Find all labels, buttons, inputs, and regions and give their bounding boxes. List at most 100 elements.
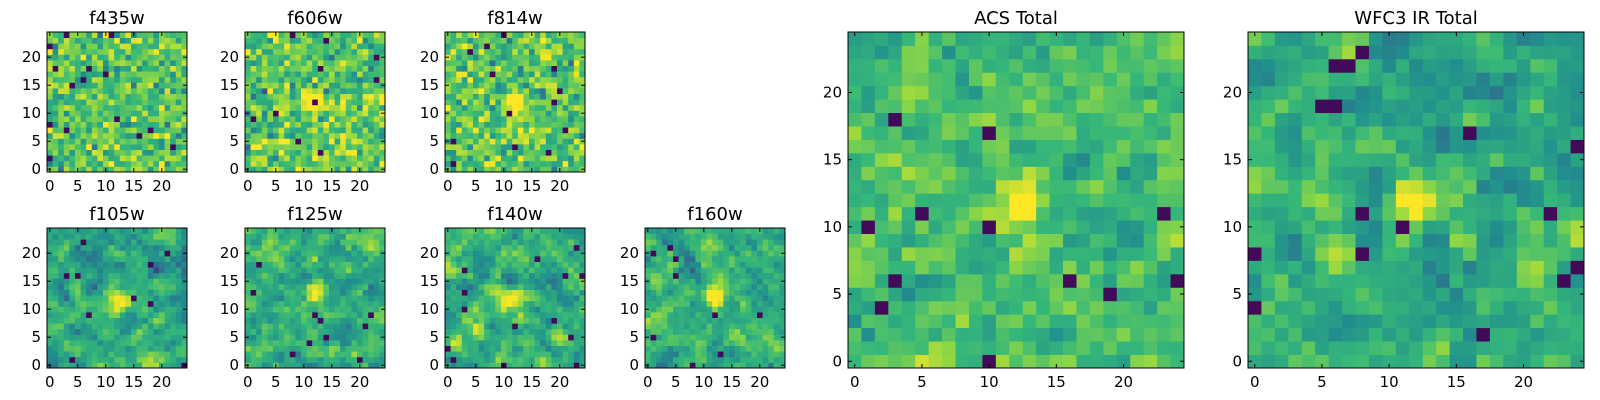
heatmap-cell — [712, 278, 719, 285]
heatmap-cell — [450, 149, 457, 156]
heatmap-cell — [478, 256, 485, 262]
heatmap-cell — [131, 121, 137, 128]
heatmap-cell — [103, 155, 109, 162]
heatmap-cell — [170, 76, 177, 83]
heatmap-cell — [1063, 354, 1077, 369]
heatmap-cell — [484, 32, 491, 38]
heatmap-cell — [329, 300, 335, 307]
heatmap-cell — [1036, 327, 1050, 342]
heatmap-cell — [362, 155, 369, 162]
heatmap-cell — [301, 65, 307, 72]
heatmap-cell — [86, 60, 93, 66]
heatmap-cell — [557, 132, 563, 139]
heatmap-cell — [317, 317, 324, 324]
heatmap-cell — [175, 239, 182, 246]
heatmap-cell — [301, 278, 307, 285]
heatmap-cell — [58, 334, 65, 341]
heatmap-cell — [278, 54, 285, 61]
heatmap-cell — [1076, 260, 1091, 275]
heatmap-cell — [656, 256, 663, 262]
heatmap-cell — [345, 110, 352, 117]
x-tick-label: 20 — [152, 177, 171, 195]
heatmap-cell — [306, 160, 313, 167]
heatmap-cell — [1036, 166, 1050, 181]
heatmap-cell — [69, 48, 76, 55]
heatmap-cell — [489, 37, 496, 44]
heatmap-cell — [345, 155, 352, 162]
heatmap-cell — [108, 356, 115, 363]
heatmap-cell — [340, 289, 347, 296]
heatmap-cell — [456, 88, 463, 94]
heatmap-cell — [267, 166, 274, 173]
heatmap-cell — [175, 261, 182, 268]
heatmap-cell — [461, 328, 468, 335]
heatmap-cell — [557, 43, 563, 50]
heatmap-cell — [97, 93, 104, 100]
heatmap-cell — [955, 247, 970, 261]
heatmap-cell — [673, 295, 679, 302]
heatmap-cell — [740, 312, 747, 318]
heatmap-cell — [473, 149, 479, 156]
heatmap-cell — [456, 82, 463, 89]
heatmap-cell — [729, 284, 735, 290]
heatmap-cell — [678, 351, 685, 358]
heatmap-cell — [473, 306, 479, 313]
heatmap-cell — [1143, 206, 1158, 221]
heatmap-cell — [888, 314, 903, 329]
heatmap-cell — [501, 306, 507, 313]
heatmap-cell — [317, 351, 324, 358]
heatmap-cell — [779, 351, 786, 358]
heatmap-cell — [729, 267, 735, 274]
heatmap-cell — [762, 239, 769, 246]
heatmap-cell — [456, 284, 463, 290]
heatmap-cell — [489, 149, 496, 156]
heatmap-cell — [131, 93, 137, 100]
heatmap-cell — [75, 138, 81, 145]
heatmap-cell — [729, 300, 735, 307]
heatmap-cell — [136, 328, 143, 335]
heatmap-cell — [757, 334, 763, 341]
heatmap-cell — [667, 317, 674, 324]
heatmap-cell — [673, 306, 679, 313]
heatmap-cell — [445, 99, 451, 106]
heatmap-cell — [362, 300, 369, 307]
heatmap-cell — [506, 362, 513, 369]
heatmap-cell — [181, 233, 188, 240]
heatmap-cell — [329, 233, 335, 240]
heatmap-cell — [557, 250, 563, 257]
heatmap-cell — [63, 110, 70, 117]
heatmap-cell — [901, 354, 916, 369]
heatmap-cell — [506, 43, 513, 50]
heatmap-cell — [284, 362, 291, 369]
heatmap-cell — [323, 317, 330, 324]
heatmap-cell — [52, 228, 59, 234]
y-tick-label: 15 — [420, 272, 439, 290]
heatmap-cell — [136, 244, 143, 251]
heatmap-cell — [450, 323, 457, 330]
heatmap-cell — [512, 261, 519, 268]
heatmap-cell — [58, 88, 65, 94]
heatmap-cell — [379, 261, 386, 268]
heatmap-cell — [170, 116, 177, 122]
heatmap-cell — [142, 43, 149, 50]
heatmap-cell — [164, 110, 171, 117]
heatmap-cell — [529, 345, 535, 352]
heatmap-cell — [273, 256, 279, 262]
heatmap-cell — [1157, 300, 1171, 315]
heatmap-cell — [568, 82, 575, 89]
heatmap-cell — [69, 82, 76, 89]
heatmap-cell — [540, 334, 547, 341]
heatmap-cell — [545, 239, 552, 246]
heatmap-cell — [334, 54, 341, 61]
x-tick-label: 10 — [494, 177, 513, 195]
heatmap-cell — [573, 121, 580, 128]
heatmap-cell — [701, 233, 707, 240]
heatmap-cell — [506, 160, 513, 167]
heatmap-cell — [551, 289, 558, 296]
heatmap-cell — [467, 37, 474, 44]
heatmap-cell — [729, 250, 735, 257]
heatmap-cell — [667, 272, 674, 279]
heatmap-cell — [86, 48, 93, 55]
heatmap-cell — [473, 250, 479, 257]
